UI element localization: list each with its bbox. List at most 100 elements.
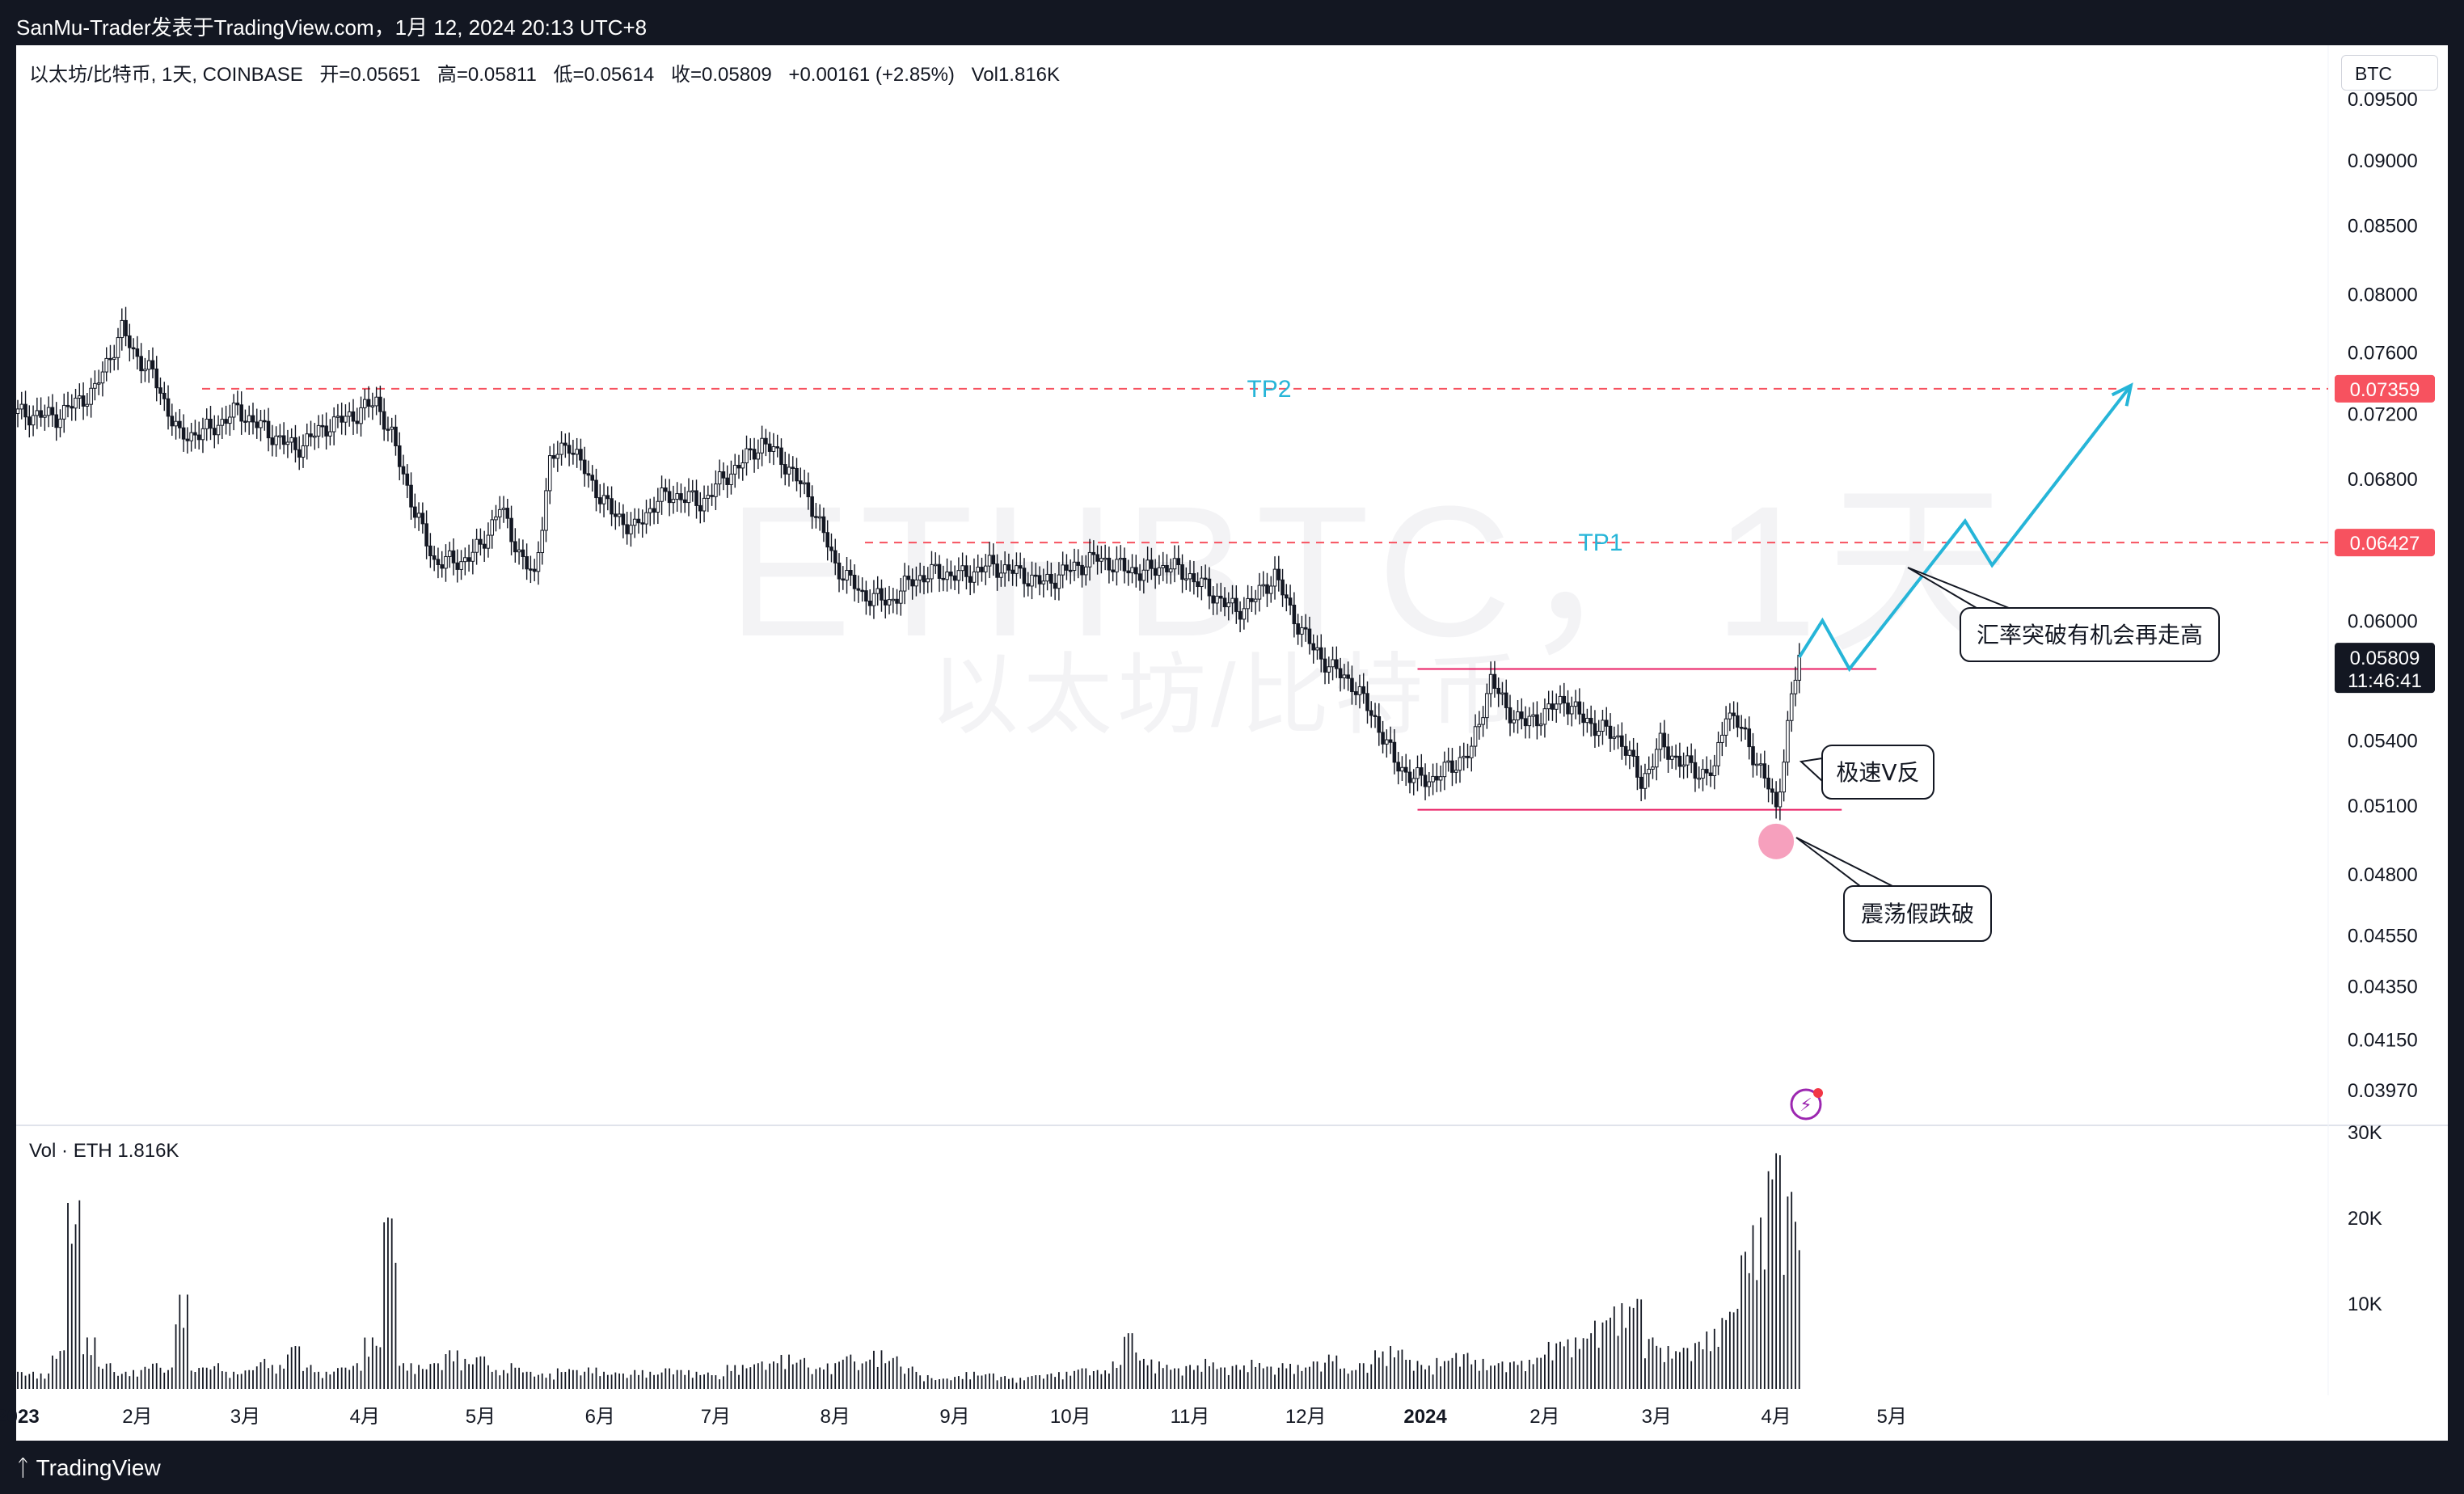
time-tick-label: 8月 bbox=[821, 1406, 850, 1428]
candle-body bbox=[806, 482, 811, 498]
candle-body bbox=[1635, 755, 1639, 778]
candle-body bbox=[1045, 573, 1049, 582]
candle-body bbox=[1361, 686, 1366, 694]
candle-body bbox=[1438, 776, 1443, 781]
time-tick-label: 12月 bbox=[1285, 1406, 1327, 1428]
candle-body bbox=[829, 547, 833, 551]
candle-body bbox=[1658, 732, 1663, 750]
candle-body bbox=[706, 495, 711, 499]
candle-body bbox=[1068, 569, 1073, 572]
candle-body bbox=[1593, 723, 1597, 736]
candle-body bbox=[783, 464, 787, 475]
candle-body bbox=[1520, 711, 1524, 720]
candle-body bbox=[1789, 693, 1794, 721]
candle-body bbox=[331, 416, 336, 433]
candle-body bbox=[1732, 712, 1736, 716]
candle-body bbox=[1353, 691, 1358, 695]
candle-body bbox=[682, 499, 687, 504]
candle-body bbox=[1323, 658, 1327, 673]
candle-body bbox=[124, 319, 128, 336]
candle-body bbox=[1597, 731, 1601, 736]
candle-body bbox=[1192, 573, 1196, 583]
candle-body bbox=[1462, 755, 1466, 758]
currency-button[interactable]: BTC bbox=[2341, 55, 2438, 91]
candle-body bbox=[1115, 559, 1119, 572]
volume-tick-label: 30K bbox=[2348, 1122, 2382, 1144]
candle-body bbox=[486, 534, 491, 549]
candle-body bbox=[1253, 598, 1258, 602]
candle-body bbox=[475, 538, 479, 553]
volume-tick-label: 10K bbox=[2348, 1294, 2382, 1315]
tp2-label: TP2 bbox=[1247, 376, 1291, 403]
candle-body bbox=[1030, 574, 1034, 587]
candle-body bbox=[174, 420, 178, 427]
candle-body bbox=[995, 563, 999, 578]
candle-body bbox=[745, 448, 749, 464]
candle-body bbox=[601, 495, 606, 504]
candle-body bbox=[551, 455, 556, 459]
candle-body bbox=[54, 414, 59, 428]
candle-body bbox=[544, 490, 548, 531]
candle-body bbox=[1338, 668, 1343, 679]
candle-body bbox=[1065, 564, 1069, 571]
time-tick-label: 5月 bbox=[1877, 1406, 1907, 1428]
candle-body bbox=[1411, 778, 1416, 783]
price-tick-label: 0.06800 bbox=[2348, 469, 2418, 491]
candle-body bbox=[255, 421, 259, 428]
callout-fake-box bbox=[1843, 885, 1992, 942]
candle-body bbox=[860, 589, 864, 593]
callout-breakout-text: 汇率突破有机会再走高 bbox=[1977, 622, 2203, 648]
candle-body bbox=[582, 459, 587, 475]
candle-body bbox=[899, 590, 903, 604]
candle-body bbox=[216, 424, 221, 436]
candle-body bbox=[1215, 595, 1219, 604]
candle-body bbox=[597, 497, 602, 504]
candle-body bbox=[212, 428, 217, 436]
candle-body bbox=[849, 570, 853, 576]
candle-body bbox=[1076, 561, 1081, 566]
tp2-price-tag-bg bbox=[2335, 374, 2435, 403]
candle-body bbox=[374, 396, 378, 407]
candle-body bbox=[1666, 746, 1670, 760]
candle-body bbox=[760, 437, 764, 454]
price-tick-label: 0.07200 bbox=[2348, 404, 2418, 426]
candle-body bbox=[717, 471, 722, 485]
price-tick-label: 0.04150 bbox=[2348, 1030, 2418, 1052]
candle-body bbox=[81, 395, 86, 407]
time-tick-label: 4月 bbox=[350, 1406, 380, 1428]
candle-body bbox=[1053, 582, 1057, 589]
candle-body bbox=[1612, 736, 1617, 739]
candle-body bbox=[181, 427, 186, 440]
candle-body bbox=[1431, 775, 1435, 783]
candle-body bbox=[416, 513, 421, 518]
candle-body bbox=[1758, 763, 1763, 766]
volume-legend: Vol · ETH 1.816K bbox=[29, 1140, 179, 1162]
candle-body bbox=[736, 464, 741, 469]
candle-body bbox=[1396, 762, 1400, 772]
time-tick-label: 3月 bbox=[230, 1406, 260, 1428]
symbol-name[interactable]: 以太坊/比特币, 1天, COINBASE bbox=[29, 64, 303, 86]
candle-body bbox=[714, 483, 718, 497]
legend-volume: Vol1.816K bbox=[971, 64, 1061, 86]
candle-body bbox=[289, 437, 293, 443]
candle-body bbox=[444, 555, 448, 569]
candle-body bbox=[652, 508, 656, 513]
candle-body bbox=[359, 407, 363, 424]
candle-body bbox=[193, 432, 197, 436]
candle-body bbox=[463, 557, 467, 563]
candle-body bbox=[1026, 583, 1031, 587]
price-tick-label: 0.05400 bbox=[2348, 731, 2418, 753]
candle-body bbox=[1562, 695, 1567, 704]
candle-body bbox=[162, 392, 167, 399]
candle-body bbox=[1508, 707, 1513, 724]
price-chart[interactable]: 0.09500 0.09000 0.08500 0.08000 0.07600 0.072… bbox=[0, 0, 2464, 1441]
candle-body bbox=[274, 435, 278, 445]
candle-body bbox=[532, 568, 537, 572]
candle-body bbox=[636, 518, 641, 524]
candle-body bbox=[837, 562, 842, 580]
candle-body bbox=[1708, 772, 1713, 776]
candle-body bbox=[1504, 692, 1508, 708]
tradingview-logo[interactable]: ᛏ TradingView bbox=[16, 1455, 161, 1481]
time-tick-label: 10月 bbox=[1050, 1406, 1091, 1428]
candle-body bbox=[1203, 577, 1208, 580]
